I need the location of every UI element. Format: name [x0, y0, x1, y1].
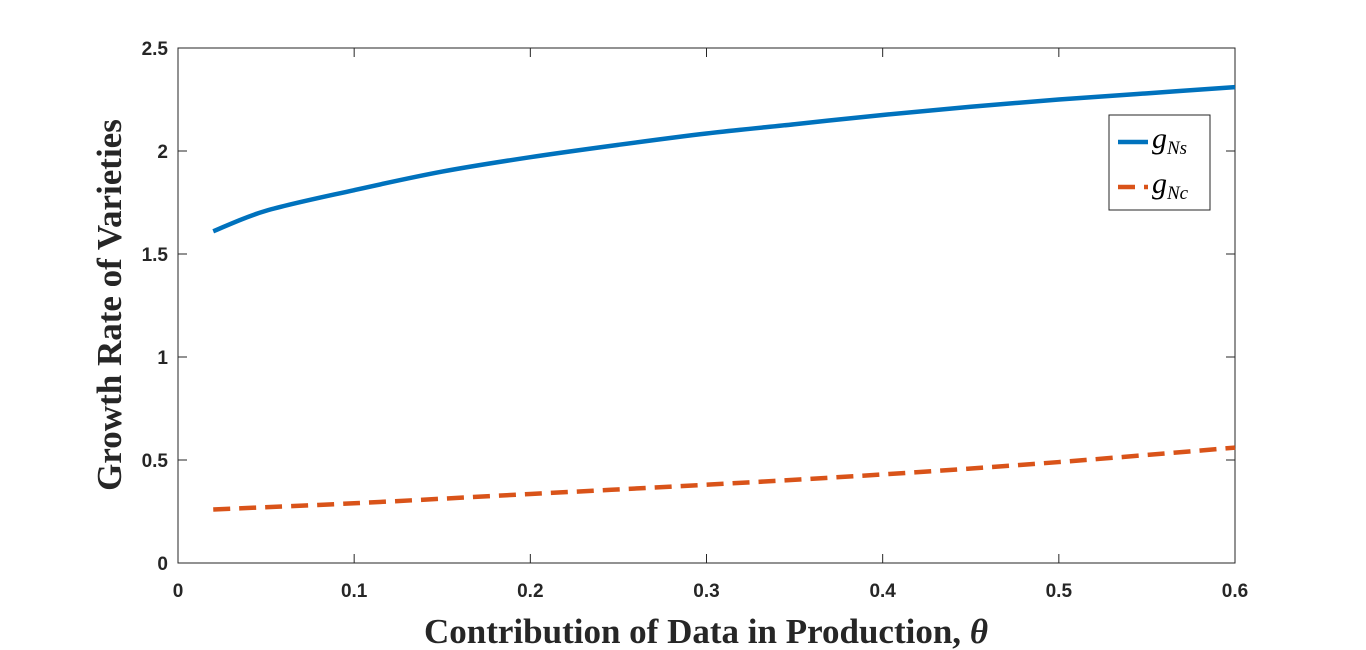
series-line-g-nc — [213, 445, 1236, 512]
legend-label-g-ns-main: g — [1152, 122, 1167, 155]
x-axis-label: Contribution of Data in Production, θ — [424, 612, 988, 650]
y-tick-label-1-5: 1.5 — [142, 245, 169, 266]
x-tick-label-0-1: 0.1 — [341, 581, 368, 602]
x-tick-label-0-3: 0.3 — [693, 581, 719, 602]
series-line-g-ns — [212, 84, 1236, 234]
x-tick-label-0-6: 0.6 — [1222, 581, 1248, 602]
plot-area — [177, 47, 1236, 564]
x-tick-label-0: 0 — [173, 581, 184, 602]
x-tick-label-0-2: 0.2 — [517, 581, 543, 602]
legend-label-g-nc: gNc — [1152, 167, 1189, 204]
y-tick-label-2-5: 2.5 — [142, 39, 169, 60]
x-tick-label-0-4: 0.4 — [869, 581, 896, 602]
y-tick-label-0: 0 — [157, 554, 168, 575]
y-axis-ticks: 0 0.5 1 1.5 2 2.5 — [142, 39, 1235, 575]
y-tick-label-1: 1 — [157, 348, 168, 369]
y-tick-label-0-5: 0.5 — [142, 451, 169, 472]
legend-label-g-nc-sub: Nc — [1166, 183, 1189, 204]
y-tick-label-2: 2 — [157, 142, 168, 163]
legend-box — [1108, 114, 1211, 211]
x-tick-label-0-5: 0.5 — [1046, 581, 1073, 602]
y-axis-label: Growth Rate of Varieties — [90, 119, 129, 491]
x-axis-ticks: 0 0.1 0.2 0.3 0.4 0.5 0.6 — [173, 48, 1248, 602]
legend-label-g-ns-sub: Ns — [1166, 138, 1187, 159]
x-axis-label-symbol: θ — [970, 612, 988, 650]
legend-label-g-ns: gNs — [1152, 122, 1187, 159]
x-axis-label-text: Contribution of Data in Production, — [424, 612, 970, 650]
series-layer — [212, 84, 1236, 512]
legend-label-g-nc-main: g — [1152, 167, 1167, 200]
legend: gNs gNc — [1108, 114, 1211, 211]
